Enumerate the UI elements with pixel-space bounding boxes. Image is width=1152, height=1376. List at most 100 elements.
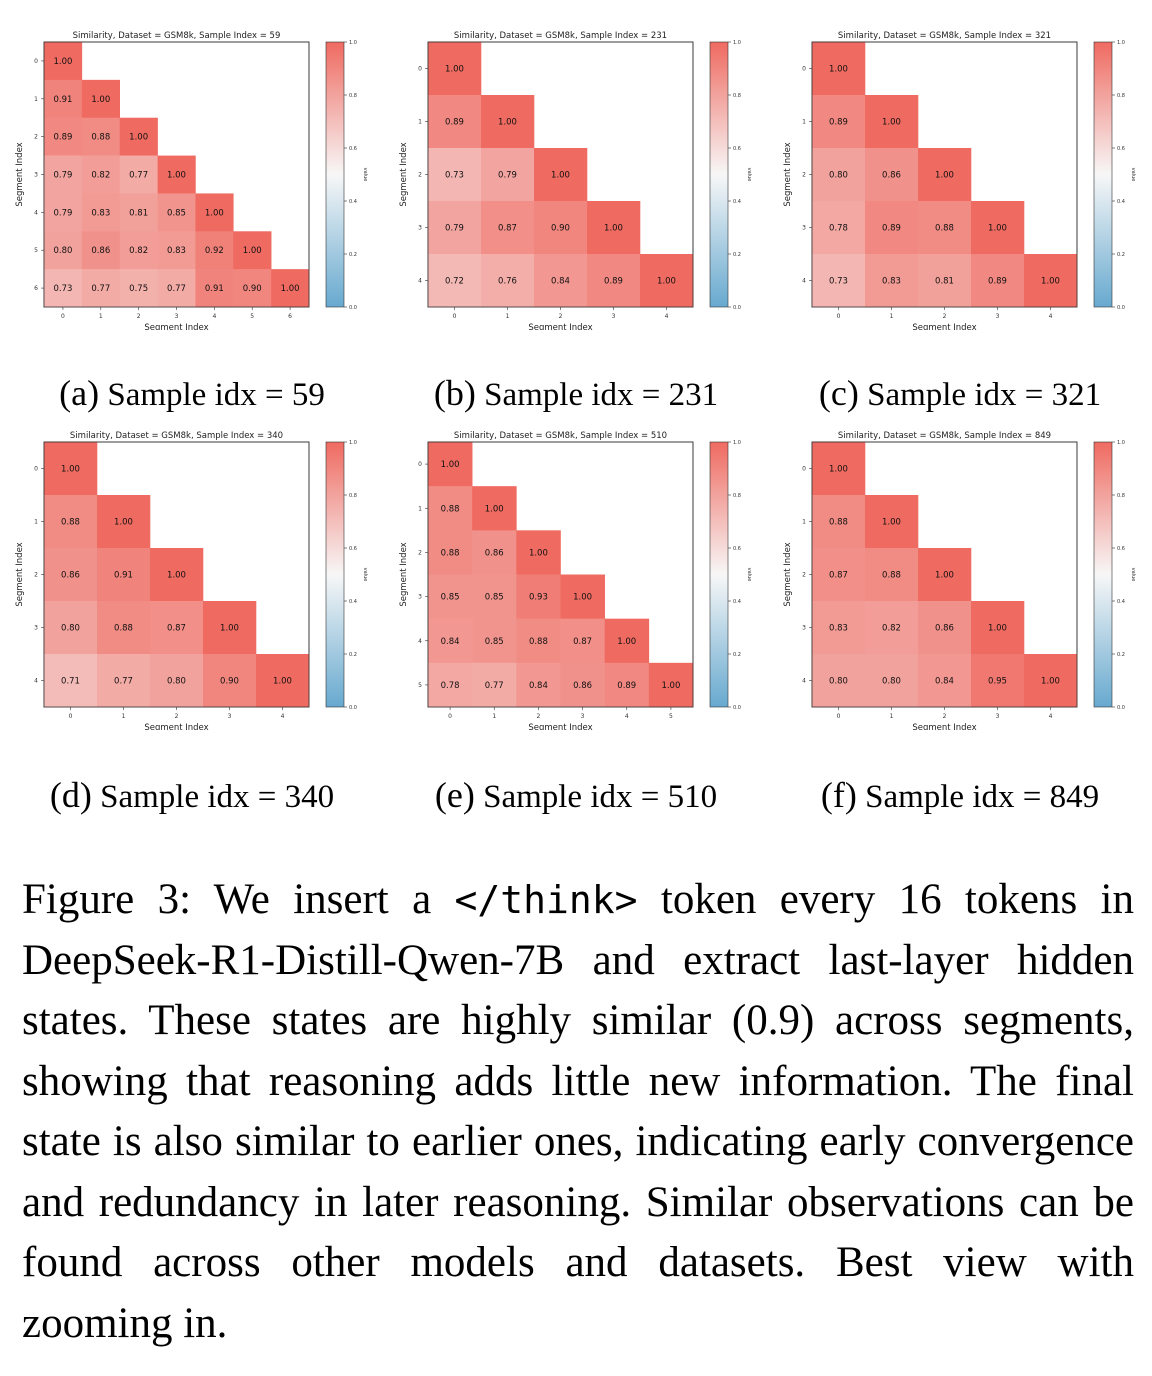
cell-label: 0.79 xyxy=(498,171,517,181)
heatmap-chart-a: Similarity, Dataset = GSM8k, Sample Inde… xyxy=(15,31,368,330)
heatmap-cell xyxy=(44,548,98,602)
colorbar-tick-label: 0.0 xyxy=(349,705,357,711)
cell-label: 0.84 xyxy=(529,681,548,691)
x-tick-label: 0 xyxy=(453,313,457,320)
heatmap-cell xyxy=(1024,254,1078,308)
cell-label: 1.00 xyxy=(604,224,623,234)
heatmap-cell xyxy=(812,201,866,255)
heatmap-cell xyxy=(81,117,121,156)
colorbar xyxy=(709,41,729,308)
subcaption-text: Sample idx = 231 xyxy=(484,377,719,413)
cell-label: 0.80 xyxy=(829,677,848,687)
heatmap-cell xyxy=(648,662,694,708)
heatmap-cell xyxy=(428,201,482,255)
y-tick-label: 1 xyxy=(418,505,422,512)
y-axis-label: Segment Index xyxy=(399,142,409,206)
cell-label: 0.76 xyxy=(498,277,517,287)
colorbar-tick-label: 0.4 xyxy=(349,599,357,605)
figure-caption: Figure 3: We insert a </think> token eve… xyxy=(22,870,1134,1354)
colorbar-tick-label: 0.6 xyxy=(1117,146,1125,152)
x-tick-label: 0 xyxy=(448,713,452,720)
heatmap-cell xyxy=(534,148,588,202)
cell-label: 0.81 xyxy=(935,277,954,287)
y-tick-label: 0 xyxy=(34,58,38,65)
heatmap-cell xyxy=(119,231,158,270)
heatmap-cell xyxy=(604,618,650,664)
heatmap-chart-d: Similarity, Dataset = GSM8k, Sample Inde… xyxy=(15,431,368,730)
cell-label: 0.88 xyxy=(882,571,901,581)
cell-label: 0.80 xyxy=(882,677,901,687)
colorbar-tick-label: 0.0 xyxy=(1117,705,1125,711)
colorbar-tick-label: 0.8 xyxy=(349,93,357,99)
cell-label: 0.89 xyxy=(617,681,636,691)
y-tick-label: 2 xyxy=(418,172,422,179)
cell-label: 0.87 xyxy=(573,637,592,647)
cell-label: 0.72 xyxy=(445,277,464,287)
cell-label: 0.82 xyxy=(91,171,110,181)
y-tick-label: 1 xyxy=(418,119,422,126)
panel-a: Similarity, Dataset = GSM8k, Sample Inde… xyxy=(0,30,384,430)
cell-label: 0.86 xyxy=(573,681,592,691)
cell-label: 0.84 xyxy=(551,277,570,287)
cell-label: 0.78 xyxy=(441,681,460,691)
chart-title: Similarity, Dataset = GSM8k, Sample Inde… xyxy=(70,431,283,441)
subcaption-text: Sample idx = 340 xyxy=(100,779,335,815)
cell-label: 0.91 xyxy=(205,284,224,294)
panel-b: Similarity, Dataset = GSM8k, Sample Inde… xyxy=(384,30,768,430)
y-tick-label: 0 xyxy=(34,466,38,473)
cell-label: 0.86 xyxy=(882,171,901,181)
subcaption-label: (b) xyxy=(433,373,476,413)
cell-label: 0.90 xyxy=(551,224,570,234)
y-tick-label: 4 xyxy=(418,278,422,285)
y-tick-label: 2 xyxy=(802,172,806,179)
heatmap-cell xyxy=(865,148,919,202)
cell-label: 0.82 xyxy=(882,624,901,634)
cell-label: 0.95 xyxy=(988,677,1007,687)
y-tick-label: 4 xyxy=(418,638,422,645)
subcaption-label: (c) xyxy=(818,373,859,413)
heatmap-cell xyxy=(428,662,473,708)
cell-label: 0.77 xyxy=(129,171,148,181)
cell-label: 0.83 xyxy=(829,624,848,634)
colorbar xyxy=(325,441,345,708)
x-axis-label: Segment Index xyxy=(144,723,208,730)
colorbar-tick-label: 0.2 xyxy=(1117,252,1125,258)
x-tick-label: 2 xyxy=(559,313,563,320)
x-axis-label: Segment Index xyxy=(528,723,592,730)
colorbar-tick-label: 0.0 xyxy=(733,705,741,711)
y-tick-label: 1 xyxy=(34,519,38,526)
colorbar-tick-label: 0.6 xyxy=(733,146,741,152)
cell-label: 0.77 xyxy=(167,284,186,294)
heatmap-cell xyxy=(157,193,196,232)
heatmap-cell xyxy=(918,201,972,255)
panel-d: Similarity, Dataset = GSM8k, Sample Inde… xyxy=(0,430,384,830)
cell-label: 0.85 xyxy=(485,637,504,647)
chart-title: Similarity, Dataset = GSM8k, Sample Inde… xyxy=(73,31,281,41)
figure-grid: Similarity, Dataset = GSM8k, Sample Inde… xyxy=(0,30,1136,830)
cell-label: 0.87 xyxy=(498,224,517,234)
colorbar-tick-label: 1.0 xyxy=(349,40,357,46)
cell-label: 1.00 xyxy=(53,57,72,67)
heatmap-cell xyxy=(472,574,517,619)
heatmap-cell xyxy=(865,254,919,308)
heatmap-cell xyxy=(233,269,272,308)
heatmap-cell xyxy=(428,442,473,487)
cell-label: 0.87 xyxy=(167,624,186,634)
cell-label: 0.88 xyxy=(441,548,460,558)
cell-label: 1.00 xyxy=(441,460,460,470)
cell-label: 0.78 xyxy=(829,224,848,234)
cell-label: 0.85 xyxy=(485,593,504,603)
x-tick-label: 2 xyxy=(537,713,541,720)
cell-label: 1.00 xyxy=(167,171,186,181)
y-tick-label: 5 xyxy=(418,682,422,689)
heatmap-cell xyxy=(44,601,98,655)
cell-label: 0.89 xyxy=(604,277,623,287)
x-tick-label: 1 xyxy=(492,713,496,720)
heatmap-cell xyxy=(428,42,482,96)
heatmap-cell xyxy=(472,530,517,575)
heatmap-cell xyxy=(44,193,83,232)
cell-label: 1.00 xyxy=(91,95,110,105)
cell-label: 1.00 xyxy=(829,65,848,75)
subcaption-label: (d) xyxy=(49,775,92,815)
heatmap-cell xyxy=(195,193,234,232)
